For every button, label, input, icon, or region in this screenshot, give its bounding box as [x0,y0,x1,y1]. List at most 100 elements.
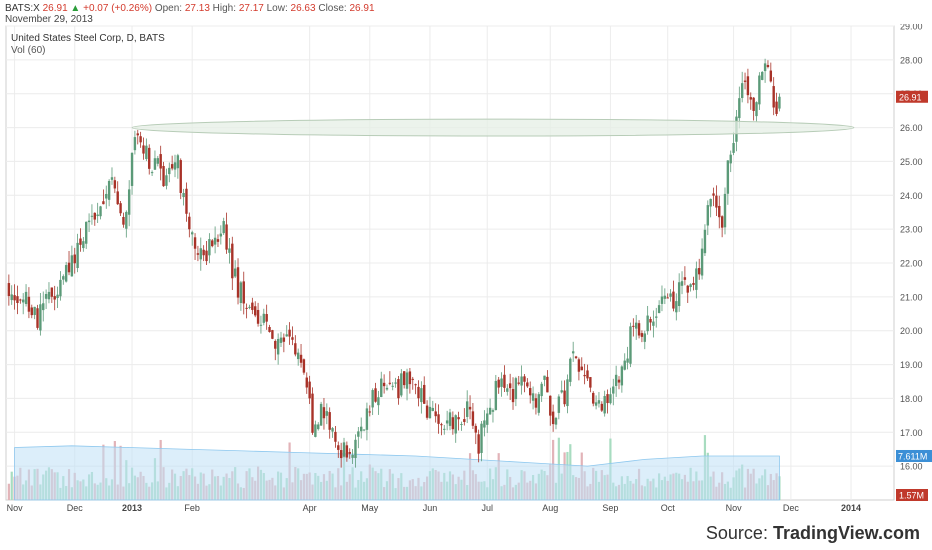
candle-body [391,385,394,387]
candle-body [36,308,39,328]
candle-body [652,321,655,326]
candle-body [328,412,331,430]
candle-body [703,229,707,254]
candle-body [526,382,529,387]
candle-body [743,80,747,82]
candle-body [749,97,752,100]
volume-tag-2 [896,489,928,501]
last-price-tag [896,90,928,103]
candle-body [740,83,744,99]
x-tick-label: Dec [783,503,800,513]
volume-tag [896,449,932,462]
ohlc-readout: BATS:X 26.91 ▲ +0.07 (+0.26%) Open: 27.1… [5,3,375,14]
last-price-tag-label: 26.91 [899,92,922,102]
candle-body [256,309,260,324]
candle-body [589,377,592,388]
price-chart[interactable]: 29.0028.0027.0026.0025.0024.0023.0022.00… [0,24,932,516]
candle-body [205,250,208,262]
candle-body [213,237,217,245]
candle-body [331,428,334,432]
candle-body [87,220,91,223]
candle-body [606,394,609,404]
candle-body [64,265,68,282]
candle-body [583,374,586,377]
candle-body [242,281,245,304]
candle-body [397,379,400,399]
candle-body [692,282,695,285]
candle-body [276,338,280,355]
candle-body [508,383,512,389]
candle-body [248,306,251,308]
candle-body [368,411,371,413]
candle-body [30,307,33,316]
candle-body [772,86,775,108]
candle-body [443,428,446,430]
candle-body [182,193,185,198]
candle-body [365,408,369,430]
candle-body [222,221,225,234]
candle-body [463,419,466,422]
candle-body [766,64,770,67]
candle-body [105,193,108,199]
candle-body [59,279,62,297]
candle-body [715,195,718,208]
candle-body [428,406,432,419]
candle-body [305,377,308,388]
candle-body [663,295,667,299]
candle-body [543,375,546,380]
candle-body [239,282,243,303]
source-name: TradingView.com [772,523,920,543]
x-tick-label: Apr [303,503,317,513]
candle-body [471,411,475,426]
candle-body [113,180,117,189]
x-tick-label: Nov [726,503,743,513]
open-value: 27.13 [184,3,210,14]
candle-body [486,413,489,425]
candle-body [374,388,377,402]
candle-body [574,356,578,359]
candle-body [677,282,681,307]
candle-body [288,329,291,337]
candle-body [423,384,426,404]
y-tick-label: 25.00 [900,157,923,167]
candle-body [640,333,644,337]
candle-body [425,405,429,418]
candle-body [460,423,463,425]
candle-body [7,283,11,297]
candle-body [76,242,79,269]
y-tick-label: 18.00 [900,394,923,404]
candle-body [322,407,326,419]
candle-body [657,305,661,314]
candle-body [517,382,520,384]
candle-body [523,376,526,382]
candle-body [738,98,741,119]
candle-body [348,451,351,454]
candle-body [551,411,555,425]
candle-body [314,424,317,437]
candle-body [775,101,778,114]
candle-body [190,232,194,235]
candle-body [531,393,535,401]
candle-body [632,325,635,327]
candle-body [695,268,698,290]
candle-body [629,326,632,364]
candle-body [317,424,320,430]
candle-body [196,253,200,255]
candle-body [560,390,563,393]
candle-body [211,240,214,247]
candle-body [231,243,234,279]
candle-body [758,75,761,105]
candle-body [400,373,403,396]
x-tick-label: Jul [481,503,493,513]
candle-body [494,380,498,411]
candle-body [700,248,704,276]
candle-body [133,137,137,151]
candle-body [153,158,157,170]
candle-body [334,431,337,442]
candle-body [566,379,569,407]
candle-body [594,402,598,406]
candle-body [27,296,31,312]
y-tick-label: 16.00 [900,462,923,472]
candle-body [162,166,165,187]
y-tick-label: 17.00 [900,428,923,438]
